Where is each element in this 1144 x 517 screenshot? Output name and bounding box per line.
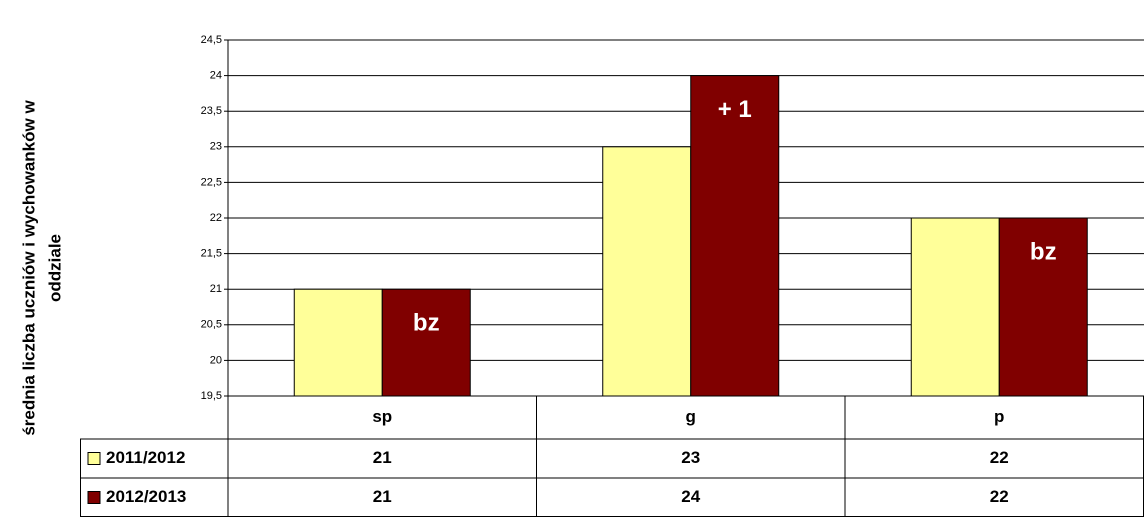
y-tick-label: 22,5: [201, 176, 222, 188]
bar: [690, 75, 780, 397]
legend-key: [87, 491, 101, 504]
table-value: 22: [990, 487, 1009, 506]
table-value: 21: [373, 487, 392, 506]
y-tick-label: 24: [210, 70, 222, 82]
y-tick-label: 22: [210, 212, 222, 224]
y-tick-label: 23,5: [201, 105, 222, 117]
x-tick-label: g: [686, 407, 696, 426]
bar: [998, 217, 1088, 397]
bar-annotation: bz: [1030, 238, 1057, 265]
legend-key: [87, 452, 101, 465]
table-value: 22: [990, 448, 1009, 467]
bar: [381, 288, 471, 397]
y-tick-label: 21: [210, 283, 222, 295]
y-tick-label: 20,5: [201, 319, 222, 331]
y-axis-label: oddziale: [45, 234, 64, 302]
y-tick-label: 21,5: [201, 248, 222, 260]
legend-label: 2012/2013: [106, 487, 186, 506]
table-value: 24: [681, 487, 700, 506]
legend-label: 2011/2012: [106, 448, 185, 467]
y-tick-label: 24,5: [201, 34, 222, 46]
table-value: 21: [373, 448, 392, 467]
x-tick-label: p: [994, 407, 1004, 426]
y-tick-label: 23: [210, 141, 222, 153]
bar: [602, 146, 692, 397]
y-axis-label: średnia liczba uczniów i wychowanków w: [19, 100, 38, 436]
table-value: 23: [681, 448, 700, 467]
bar: [910, 217, 1000, 397]
bar-annotation: bz: [413, 310, 440, 337]
bar: [293, 288, 383, 397]
bar-annotation: + 1: [718, 96, 752, 123]
y-tick-label: 20: [210, 354, 222, 366]
x-tick-label: sp: [372, 407, 392, 426]
y-tick-label: 19,5: [201, 390, 222, 402]
